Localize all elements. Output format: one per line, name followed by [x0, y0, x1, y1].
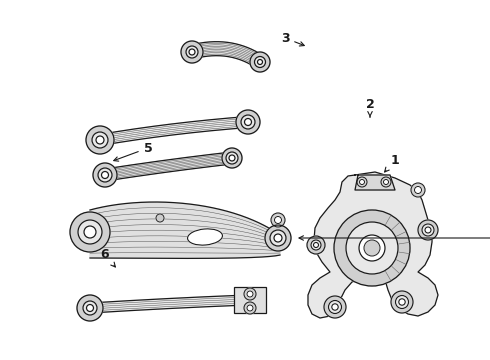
Circle shape — [254, 57, 266, 68]
Circle shape — [324, 296, 346, 318]
Circle shape — [364, 240, 380, 256]
Circle shape — [78, 220, 102, 244]
Text: 6: 6 — [100, 248, 115, 267]
Circle shape — [359, 235, 385, 261]
Circle shape — [250, 52, 270, 72]
Text: 2: 2 — [366, 99, 374, 117]
Circle shape — [98, 168, 112, 182]
Circle shape — [247, 305, 253, 311]
Circle shape — [92, 132, 108, 148]
Circle shape — [156, 214, 164, 222]
Ellipse shape — [188, 229, 222, 245]
Circle shape — [181, 41, 203, 63]
Polygon shape — [90, 202, 280, 258]
Circle shape — [226, 152, 238, 164]
Circle shape — [236, 110, 260, 134]
Circle shape — [96, 136, 104, 144]
Circle shape — [391, 291, 413, 313]
Circle shape — [241, 115, 255, 129]
FancyBboxPatch shape — [234, 287, 266, 313]
Polygon shape — [104, 152, 233, 181]
Circle shape — [101, 171, 108, 179]
Polygon shape — [308, 172, 438, 318]
Text: 4: 4 — [299, 231, 490, 244]
Polygon shape — [190, 42, 264, 68]
Circle shape — [357, 177, 367, 187]
Circle shape — [271, 213, 285, 227]
Circle shape — [244, 288, 256, 300]
Circle shape — [415, 186, 421, 194]
Circle shape — [399, 299, 405, 305]
Text: 5: 5 — [114, 141, 152, 161]
Circle shape — [307, 236, 325, 254]
Circle shape — [360, 180, 365, 184]
Circle shape — [328, 301, 342, 314]
Circle shape — [186, 46, 198, 58]
Text: 1: 1 — [385, 153, 399, 172]
Circle shape — [258, 59, 263, 64]
Circle shape — [245, 118, 251, 126]
Circle shape — [418, 220, 438, 240]
Circle shape — [274, 216, 281, 224]
Circle shape — [247, 291, 253, 297]
Circle shape — [244, 302, 256, 314]
Circle shape — [395, 296, 409, 309]
Circle shape — [84, 226, 96, 238]
Circle shape — [422, 224, 434, 236]
Polygon shape — [355, 175, 395, 190]
Circle shape — [425, 227, 431, 233]
Circle shape — [87, 305, 94, 311]
Circle shape — [270, 230, 286, 246]
Circle shape — [311, 240, 321, 250]
Polygon shape — [99, 117, 248, 145]
Text: 3: 3 — [281, 31, 304, 46]
Circle shape — [384, 180, 389, 184]
Circle shape — [70, 212, 110, 252]
Circle shape — [189, 49, 195, 55]
Circle shape — [411, 183, 425, 197]
Polygon shape — [90, 295, 248, 313]
Circle shape — [86, 126, 114, 154]
Circle shape — [265, 225, 291, 251]
Circle shape — [93, 163, 117, 187]
Circle shape — [222, 148, 242, 168]
Circle shape — [332, 304, 338, 310]
Circle shape — [346, 222, 398, 274]
Circle shape — [334, 210, 410, 286]
Circle shape — [229, 155, 235, 161]
Circle shape — [274, 234, 282, 242]
Circle shape — [314, 243, 318, 248]
Circle shape — [83, 301, 97, 315]
Circle shape — [381, 177, 391, 187]
Circle shape — [77, 295, 103, 321]
